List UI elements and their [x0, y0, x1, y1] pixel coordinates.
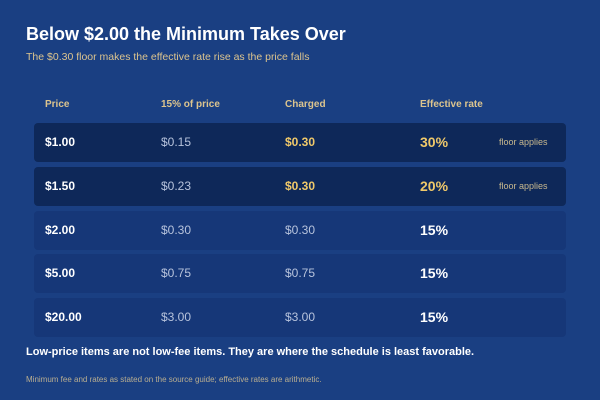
rate-cell: 15%: [420, 309, 449, 325]
table-row: $2.00 $0.30 $0.30 15%: [34, 211, 566, 250]
rate-cell: 15%: [420, 222, 449, 238]
column-header: 15% of price: [161, 99, 220, 110]
table-row: $5.00 $0.75 $0.75 15%: [34, 254, 566, 293]
price-cell: $2.00: [45, 223, 76, 237]
subtitle: The $0.30 floor makes the effective rate…: [26, 51, 310, 63]
table-row: $1.00 $0.15 $0.30 30% floor applies: [34, 123, 566, 162]
pct-cell: $0.15: [161, 135, 192, 149]
title: Below $2.00 the Minimum Takes Over: [26, 24, 346, 44]
price-cell: $1.00: [45, 135, 76, 149]
charged-cell: $0.30: [285, 135, 316, 149]
table-row: $20.00 $3.00 $3.00 15%: [34, 298, 566, 337]
price-cell: $1.50: [45, 179, 76, 193]
column-header: Price: [45, 99, 70, 110]
column-header: Charged: [285, 99, 326, 110]
charged-cell: $0.30: [285, 179, 316, 193]
charged-cell: $0.75: [285, 266, 316, 280]
charged-cell: $0.30: [285, 223, 316, 237]
pct-cell: $0.30: [161, 223, 192, 237]
rate-cell: 20%: [420, 178, 449, 194]
pct-cell: $3.00: [161, 310, 192, 324]
note-cell: floor applies: [499, 181, 548, 191]
price-cell: $5.00: [45, 266, 76, 280]
table-row: $1.50 $0.23 $0.30 20% floor applies: [34, 167, 566, 206]
pct-cell: $0.75: [161, 266, 192, 280]
column-header: Effective rate: [420, 99, 483, 110]
charged-cell: $3.00: [285, 310, 316, 324]
note-cell: floor applies: [499, 137, 548, 147]
price-cell: $20.00: [45, 310, 82, 324]
pct-cell: $0.23: [161, 179, 192, 193]
footnote: Minimum fee and rates as stated on the s…: [26, 375, 322, 384]
rate-cell: 15%: [420, 265, 449, 281]
takeaway: Low-price items are not low-fee items. T…: [26, 346, 475, 358]
rate-cell: 30%: [420, 134, 449, 150]
